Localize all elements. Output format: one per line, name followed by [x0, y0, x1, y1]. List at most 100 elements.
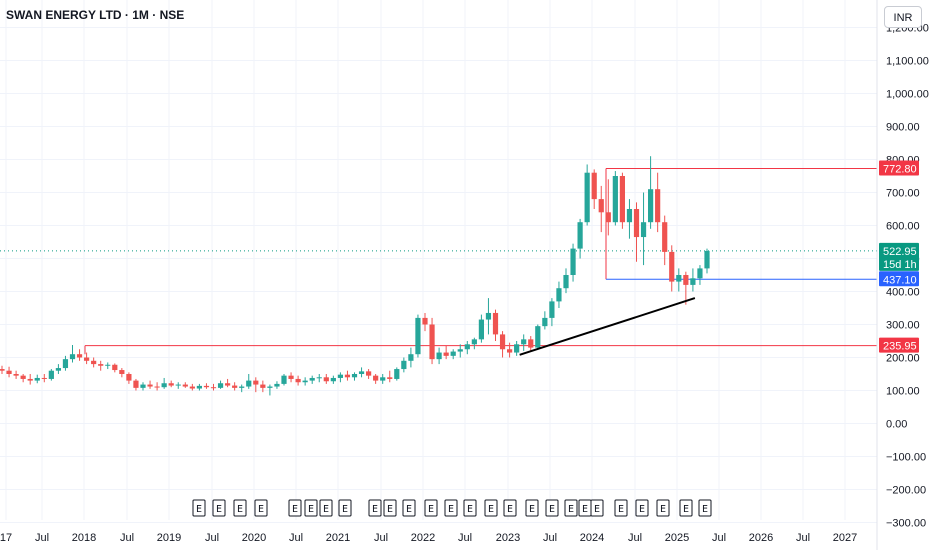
earnings-marker-label: E [292, 504, 298, 515]
candle-body [260, 384, 266, 388]
candle-body [556, 288, 562, 302]
earnings-marker[interactable]: E [304, 499, 318, 517]
candle-body [140, 384, 146, 388]
last-price-tag-bg [879, 242, 919, 271]
earnings-marker-box [525, 499, 539, 517]
candle-body [91, 360, 97, 365]
earnings-marker-box [503, 499, 517, 517]
candle-body [182, 384, 188, 387]
time-tick-label: 2025 [665, 532, 689, 544]
earnings-marker[interactable]: E [402, 499, 416, 517]
candle-body [69, 354, 76, 360]
earnings-marker[interactable]: E [192, 499, 206, 517]
candle-body [189, 386, 195, 389]
candle-body [380, 377, 386, 381]
candle-body [323, 377, 329, 382]
time-tick-label: Jul [205, 532, 219, 544]
support-tag-text: 437.10 [883, 274, 917, 286]
earnings-marker[interactable]: E [444, 499, 458, 517]
candle-body [401, 360, 407, 370]
earnings-marker[interactable]: E [424, 499, 438, 517]
price-tick-label: 0.00 [886, 419, 907, 431]
earnings-marker[interactable]: E [578, 499, 592, 517]
time-tick-label: Jul [796, 532, 810, 544]
candle-body [316, 377, 322, 379]
candle-body [27, 378, 33, 381]
earnings-marker[interactable]: E [463, 499, 477, 517]
candle-body [281, 375, 287, 384]
candle-body [154, 386, 160, 388]
earnings-marker-label: E [387, 504, 393, 515]
candle-body [577, 222, 583, 249]
candle-body [443, 352, 449, 356]
candle-body [41, 377, 47, 379]
earnings-marker-box [233, 499, 247, 517]
earnings-marker[interactable]: E [233, 499, 247, 517]
candle-body [232, 385, 238, 388]
earnings-marker-box [698, 499, 712, 517]
earnings-marker[interactable]: E [545, 499, 559, 517]
currency-button[interactable]: INR [884, 6, 922, 28]
earnings-marker[interactable]: E [368, 499, 382, 517]
earnings-marker[interactable]: E [635, 499, 649, 517]
candle-body [288, 375, 294, 379]
candle-body [422, 317, 428, 325]
earnings-marker-box [656, 499, 670, 517]
candle-body [408, 354, 414, 361]
candle-body [366, 371, 372, 376]
earnings-marker[interactable]: E [525, 499, 539, 517]
earnings-marker[interactable]: E [679, 499, 693, 517]
earnings-marker[interactable]: E [383, 499, 397, 517]
earnings-marker[interactable]: E [338, 499, 352, 517]
candle-body [105, 364, 111, 366]
candle-body [217, 383, 224, 388]
earnings-marker-box [444, 499, 458, 517]
grid-lines [0, 0, 877, 523]
earnings-marker[interactable]: E [614, 499, 628, 517]
earnings-marker-box [212, 499, 226, 517]
candle-body [267, 386, 273, 388]
candle-body [344, 374, 351, 378]
earnings-marker[interactable]: E [564, 499, 578, 517]
earnings-marker-box [679, 499, 693, 517]
price-tick-label: 200.00 [886, 353, 920, 365]
earnings-marker[interactable]: E [288, 499, 302, 517]
earnings-marker-label: E [618, 504, 624, 515]
candle-body [464, 344, 470, 350]
candle-body [295, 378, 301, 383]
candle-body [147, 384, 153, 387]
earnings-marker[interactable]: E [254, 499, 268, 517]
time-axis[interactable]: 17 Jul 2018 Jul 2019 Jul 2020 Jul 2021 Jul 2022 Jul… [0, 532, 857, 544]
candle-body [175, 384, 181, 386]
candle-body [274, 383, 280, 387]
candle-body [535, 326, 541, 348]
candle-body [662, 222, 668, 252]
horizontal-levels[interactable] [84, 167, 877, 355]
candle-body [648, 189, 654, 223]
earnings-marker-label: E [507, 504, 513, 515]
earnings-marker-box [590, 499, 604, 517]
time-tick-label: 2027 [833, 532, 857, 544]
earnings-marker-box [192, 499, 206, 517]
earnings-marker[interactable]: E [590, 499, 604, 517]
earnings-marker[interactable]: E [656, 499, 670, 517]
candle-body [584, 172, 590, 223]
earnings-marker-label: E [639, 504, 645, 515]
earnings-marker[interactable]: E [484, 499, 498, 517]
earnings-marker-box [254, 499, 268, 517]
candle-body [253, 380, 259, 385]
candle-body [84, 357, 90, 361]
time-tick-label: 2018 [72, 532, 96, 544]
earnings-marker[interactable]: E [698, 499, 712, 517]
trendline[interactable] [519, 297, 696, 356]
earnings-marker[interactable]: E [319, 499, 333, 517]
candle-body [20, 375, 26, 379]
price-tick-label: 300.00 [886, 320, 920, 332]
earnings-marker[interactable]: E [212, 499, 226, 517]
earnings-marker[interactable]: E [503, 499, 517, 517]
candle-body [415, 317, 421, 355]
earnings-marker-label: E [308, 504, 314, 515]
